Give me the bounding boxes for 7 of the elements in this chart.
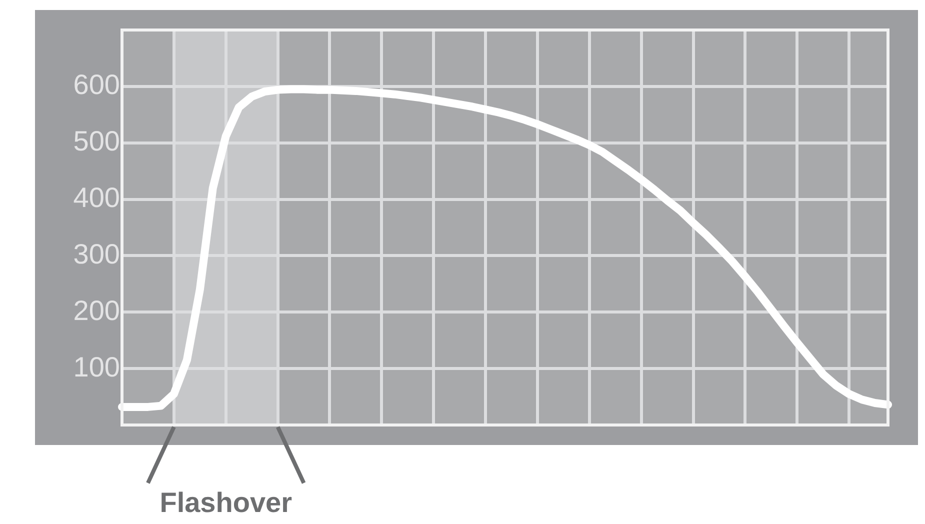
y-tick-label: 400 — [73, 182, 120, 214]
y-tick-label: 500 — [73, 126, 120, 157]
y-tick-label: 600 — [73, 69, 120, 100]
y-tick-label: 100 — [73, 351, 120, 382]
text: Flashover — [160, 487, 292, 519]
y-tick-label: 200 — [73, 294, 120, 326]
y-tick-label: 300 — [73, 238, 120, 270]
